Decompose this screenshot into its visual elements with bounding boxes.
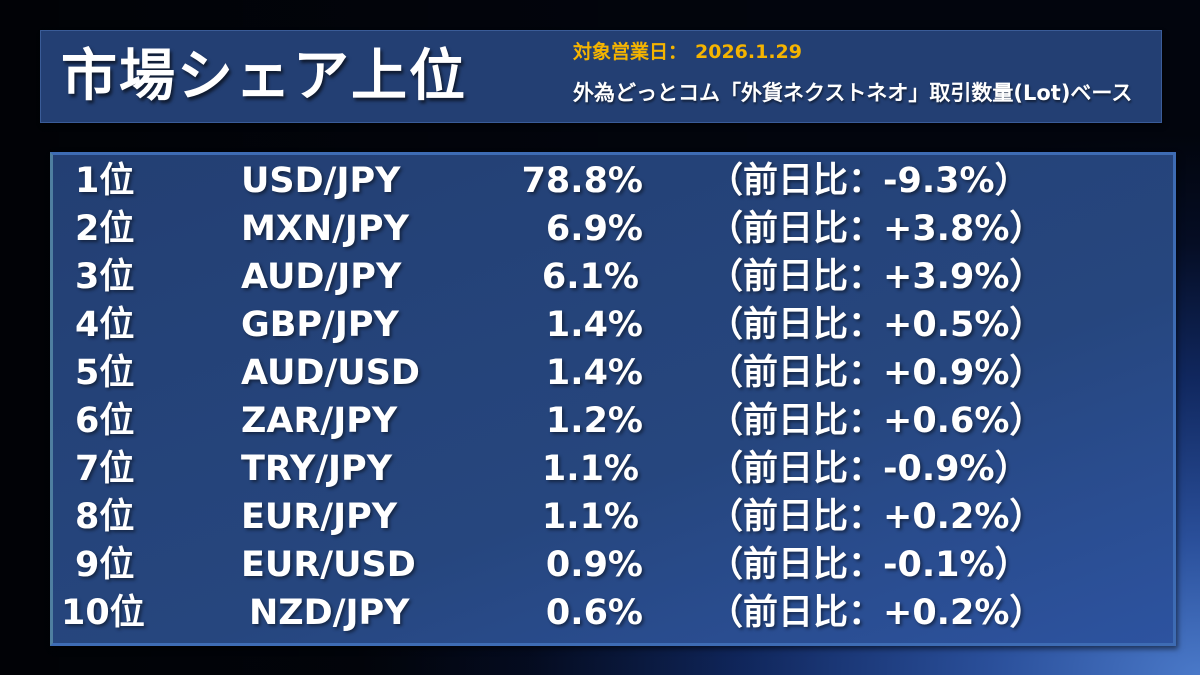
share-value: 6.1% xyxy=(541,257,639,297)
rank-label: 7位 xyxy=(75,449,135,489)
table-row: 9位 EUR/USD 0.9% （前日比：-0.1%） xyxy=(53,541,1173,589)
currency-pair: EUR/USD xyxy=(241,545,416,585)
share-value: 78.8% xyxy=(521,161,643,201)
share-value: 1.2% xyxy=(545,401,643,441)
rank-label: 6位 xyxy=(75,401,135,441)
currency-pair: GBP/JPY xyxy=(241,305,399,345)
business-date-label: 対象営業日： xyxy=(573,41,688,63)
share-value: 0.9% xyxy=(545,545,643,585)
change-value: （前日比：+0.9%） xyxy=(708,353,1045,393)
table-row: 1位 USD/JPY 78.8% （前日比：-9.3%） xyxy=(53,157,1173,205)
currency-pair: TRY/JPY xyxy=(241,449,393,489)
table-row: 4位 GBP/JPY 1.4% （前日比：+0.5%） xyxy=(53,301,1173,349)
change-value: （前日比：-0.9%） xyxy=(708,449,1030,489)
table-row: 6位 ZAR/JPY 1.2% （前日比：+0.6%） xyxy=(53,397,1173,445)
business-date-value: 2026.1.29 xyxy=(695,41,802,63)
change-value: （前日比：+3.8%） xyxy=(708,209,1045,249)
currency-pair: AUD/USD xyxy=(241,353,420,393)
share-value: 1.4% xyxy=(545,305,643,345)
rank-label: 1位 xyxy=(75,161,135,201)
currency-pair: MXN/JPY xyxy=(241,209,409,249)
currency-pair: ZAR/JPY xyxy=(241,401,398,441)
currency-pair: NZD/JPY xyxy=(249,593,410,633)
change-value: （前日比：+0.6%） xyxy=(708,401,1045,441)
change-value: （前日比：-0.1%） xyxy=(708,545,1030,585)
share-value: 1.1% xyxy=(541,497,639,537)
table-row: 7位 TRY/JPY 1.1% （前日比：-0.9%） xyxy=(53,445,1173,493)
page-title: 市場シェア上位 xyxy=(61,44,467,109)
table-row: 10位 NZD/JPY 0.6% （前日比：+0.2%） xyxy=(53,589,1173,637)
share-value: 6.9% xyxy=(545,209,643,249)
change-value: （前日比：+0.5%） xyxy=(708,305,1045,345)
rank-label: 8位 xyxy=(75,497,135,537)
currency-pair: USD/JPY xyxy=(241,161,401,201)
rank-label: 2位 xyxy=(75,209,135,249)
header-banner: 市場シェア上位 対象営業日： 2026.1.29 外為どっとコム「外貨ネクストネオ… xyxy=(40,30,1162,123)
share-value: 1.1% xyxy=(541,449,639,489)
rank-label: 10位 xyxy=(61,593,145,633)
rank-label: 3位 xyxy=(75,257,135,297)
rank-label: 9位 xyxy=(75,545,135,585)
business-date: 対象営業日： 2026.1.29 xyxy=(573,39,802,65)
table-row: 2位 MXN/JPY 6.9% （前日比：+3.8%） xyxy=(53,205,1173,253)
rank-label: 5位 xyxy=(75,353,135,393)
change-value: （前日比：+0.2%） xyxy=(708,497,1045,537)
change-value: （前日比：+3.9%） xyxy=(708,257,1045,297)
share-value: 0.6% xyxy=(545,593,643,633)
table-row: 8位 EUR/JPY 1.1% （前日比：+0.2%） xyxy=(53,493,1173,541)
rank-label: 4位 xyxy=(75,305,135,345)
subtitle: 外為どっとコム「外貨ネクストネオ」取引数量(Lot)ベース xyxy=(573,81,1133,105)
change-value: （前日比：+0.2%） xyxy=(708,593,1045,633)
table-row: 3位 AUD/JPY 6.1% （前日比：+3.9%） xyxy=(53,253,1173,301)
change-value: （前日比：-9.3%） xyxy=(708,161,1030,201)
share-value: 1.4% xyxy=(545,353,643,393)
currency-pair: AUD/JPY xyxy=(241,257,402,297)
currency-pair: EUR/JPY xyxy=(241,497,398,537)
ranking-table: 1位 USD/JPY 78.8% （前日比：-9.3%） 2位 MXN/JPY … xyxy=(50,152,1176,646)
table-row: 5位 AUD/USD 1.4% （前日比：+0.9%） xyxy=(53,349,1173,397)
